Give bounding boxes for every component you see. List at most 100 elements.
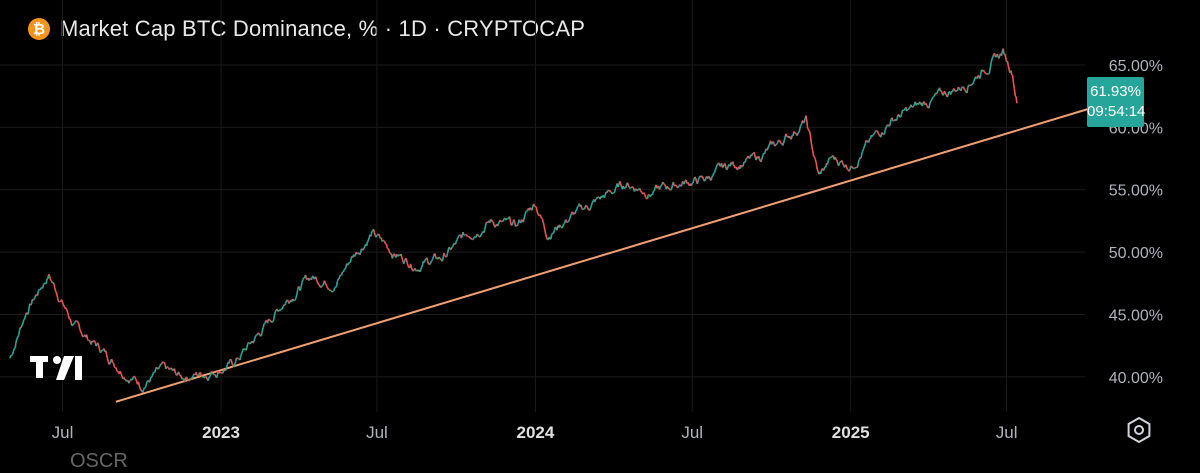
series-segment — [545, 230, 546, 234]
series-segment — [50, 276, 51, 280]
series-segment — [72, 325, 73, 326]
series-segment — [140, 388, 141, 390]
series-segment — [811, 141, 812, 147]
series-segment — [839, 163, 840, 166]
series-segment — [398, 255, 399, 256]
series-segment — [934, 93, 935, 96]
series-segment — [534, 204, 535, 206]
series-segment — [799, 129, 800, 133]
series-segment — [169, 369, 170, 370]
trendline-layer — [116, 107, 1094, 401]
series-segment — [210, 375, 211, 376]
series-segment — [665, 184, 666, 186]
series-segment — [28, 309, 29, 315]
series-segment — [237, 358, 238, 359]
series-segment — [633, 187, 634, 189]
series-segment — [51, 281, 52, 283]
series-segment — [591, 203, 592, 206]
series-segment — [590, 208, 591, 210]
series-segment — [75, 321, 76, 322]
series-segment — [109, 364, 110, 365]
series-segment — [220, 372, 221, 373]
series-segment — [783, 143, 784, 145]
series-segment — [523, 218, 524, 222]
series-segment — [517, 224, 518, 226]
series-segment — [74, 323, 75, 324]
last-price-value: 61.93% — [1087, 82, 1144, 102]
series-segment — [392, 255, 393, 259]
series-segment — [804, 119, 805, 122]
series-segment — [126, 381, 127, 382]
series-segment — [145, 386, 146, 388]
series-segment — [458, 236, 459, 237]
series-segment — [485, 226, 486, 230]
series-segment — [447, 253, 448, 257]
series-segment — [809, 131, 810, 134]
series-segment — [980, 74, 981, 78]
series-segment — [965, 90, 966, 92]
series-segment — [439, 257, 440, 258]
series-segment — [481, 233, 482, 234]
series-segment — [938, 90, 939, 91]
series-segment — [810, 134, 811, 141]
series-segment — [208, 377, 209, 380]
series-segment — [422, 265, 423, 267]
series-segment — [846, 165, 847, 167]
series-segment — [616, 186, 617, 188]
series-segment — [646, 197, 647, 198]
series-segment — [822, 168, 823, 170]
series-segment — [357, 253, 358, 254]
series-segment — [535, 207, 536, 208]
x-tick-label: 2023 — [202, 423, 240, 442]
series-segment — [336, 287, 337, 288]
series-segment — [117, 371, 118, 372]
series-segment — [321, 286, 322, 287]
series-segment — [135, 377, 136, 380]
series-segment — [890, 119, 891, 123]
x-tick-label: Jul — [366, 423, 388, 442]
series-segment — [821, 171, 822, 174]
series-segment — [567, 221, 568, 222]
support-trendline — [116, 107, 1094, 401]
series-segment — [274, 312, 275, 315]
series-segment — [501, 221, 502, 222]
series-segment — [444, 253, 445, 256]
series-segment — [254, 339, 255, 343]
series-segment — [255, 336, 256, 339]
series-segment — [133, 377, 134, 378]
series-segment — [984, 71, 985, 73]
x-tick-label: 2024 — [517, 423, 555, 442]
series-segment — [453, 244, 454, 247]
series-segment — [187, 377, 188, 380]
series-segment — [203, 377, 204, 378]
series-segment — [33, 299, 34, 300]
series-segment — [671, 189, 672, 190]
series-segment — [1007, 61, 1008, 66]
series-segment — [563, 224, 564, 226]
series-segment — [455, 242, 456, 245]
series-segment — [640, 189, 641, 191]
series-segment — [754, 152, 755, 156]
series-segment — [325, 284, 326, 285]
series-segment — [15, 342, 16, 348]
series-segment — [657, 187, 658, 188]
series-segment — [183, 378, 184, 379]
series-segment — [709, 176, 710, 177]
series-segment — [156, 367, 157, 368]
series-segment — [759, 156, 760, 158]
series-segment — [864, 146, 865, 148]
series-segment — [745, 161, 746, 163]
series-segment — [200, 372, 201, 375]
series-segment — [411, 267, 412, 270]
series-segment — [259, 333, 260, 335]
series-segment — [337, 279, 338, 282]
series-segment — [833, 155, 834, 156]
series-segment — [575, 211, 576, 214]
series-segment — [585, 206, 586, 209]
series-segment — [801, 124, 802, 125]
series-segment — [19, 331, 20, 336]
series-segment — [440, 258, 441, 259]
chart-settings-icon[interactable] — [1125, 416, 1153, 444]
series-segment — [98, 343, 99, 346]
